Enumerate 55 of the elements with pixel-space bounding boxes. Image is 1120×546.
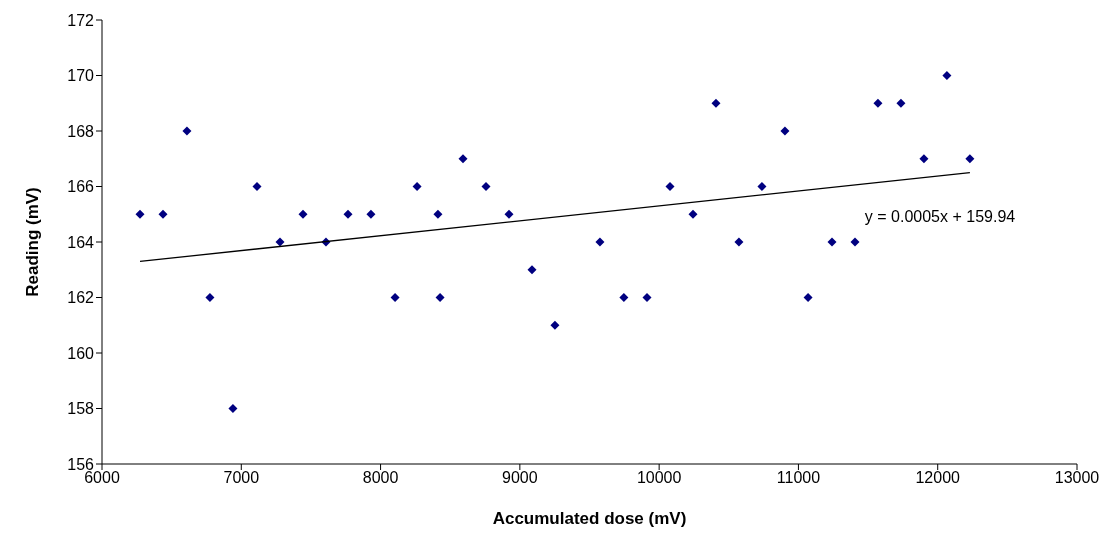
point — [228, 404, 238, 413]
point — [803, 293, 813, 302]
point — [734, 237, 744, 247]
x-tick-label: 6000 — [84, 469, 120, 487]
point — [458, 154, 468, 164]
point — [390, 293, 400, 302]
point — [688, 209, 698, 219]
y-tick-label: 168 — [67, 122, 95, 140]
point — [527, 265, 537, 275]
point — [942, 71, 952, 80]
point — [435, 293, 445, 302]
point — [896, 98, 906, 108]
x-axis-title: Accumulated dose (mV) — [492, 509, 687, 528]
point — [619, 293, 629, 302]
x-tick-label: 8000 — [362, 469, 399, 487]
point — [298, 209, 308, 219]
annotation: y = 0.0005x + 159.94 — [864, 208, 1016, 225]
point — [780, 126, 790, 136]
point — [412, 182, 422, 191]
x-tick-label: 12000 — [915, 469, 961, 487]
x-tick-label: 9000 — [502, 469, 538, 487]
point — [366, 209, 376, 219]
y-tick-label: 172 — [67, 11, 95, 29]
point — [850, 237, 860, 247]
x-tick-label: 10000 — [636, 469, 682, 487]
x-tick-label: 7000 — [223, 469, 260, 487]
point — [504, 209, 514, 219]
point — [481, 182, 491, 191]
y-tick-label: 164 — [67, 233, 95, 251]
point — [919, 154, 929, 164]
point — [343, 209, 353, 219]
point — [158, 209, 168, 219]
point — [642, 293, 652, 302]
point — [433, 209, 443, 219]
point — [205, 293, 215, 302]
point — [827, 237, 837, 247]
y-axis-title: Reading (mV) — [23, 187, 43, 297]
point — [873, 98, 883, 108]
point — [275, 237, 285, 247]
y-tick-label: 162 — [67, 289, 95, 307]
point — [182, 126, 192, 136]
point — [757, 182, 767, 191]
y-tick-label: 166 — [67, 178, 95, 196]
point — [550, 320, 560, 330]
y-tick-label: 170 — [67, 67, 95, 85]
point — [965, 154, 975, 164]
x-tick-label: 13000 — [1054, 469, 1100, 487]
point — [711, 98, 721, 108]
point — [135, 209, 145, 219]
point — [252, 182, 262, 191]
y-tick-label: 158 — [67, 400, 95, 418]
x-tick-label: 11000 — [776, 469, 821, 487]
point — [595, 237, 605, 247]
point — [665, 182, 675, 191]
y-tick-label: 160 — [67, 344, 95, 362]
